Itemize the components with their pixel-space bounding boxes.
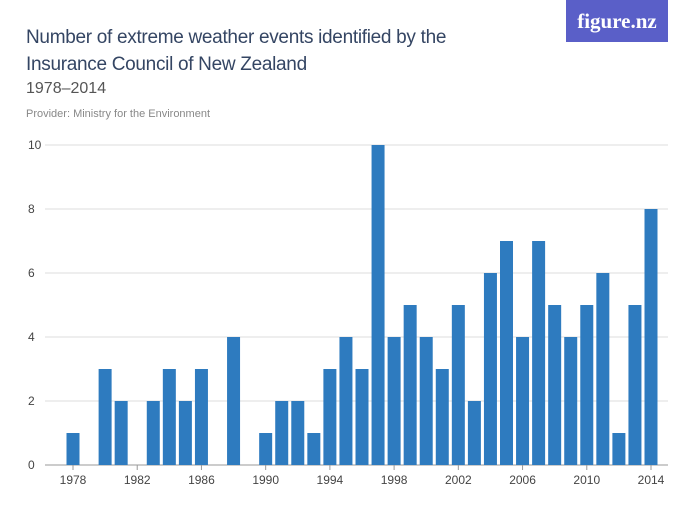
y-tick-label: 8 (28, 202, 35, 216)
bar (580, 305, 594, 465)
y-tick-label: 2 (28, 394, 35, 408)
bar (162, 369, 176, 465)
x-tick-label: 2010 (573, 473, 600, 487)
bar (114, 401, 128, 465)
bar (98, 369, 112, 465)
chart-subtitle: 1978–2014 (26, 80, 107, 97)
bar (435, 369, 449, 465)
bar (355, 369, 369, 465)
x-tick-label: 2006 (509, 473, 536, 487)
y-tick-label: 10 (28, 138, 42, 152)
bar (612, 433, 626, 465)
bar (516, 337, 530, 465)
x-tick-label: 1990 (252, 473, 279, 487)
bar (275, 401, 289, 465)
bar (178, 401, 192, 465)
x-tick-label: 1978 (60, 473, 87, 487)
bar (564, 337, 578, 465)
bar (227, 337, 241, 465)
bar (644, 209, 658, 465)
bar (194, 369, 208, 465)
x-tick-label: 1998 (381, 473, 408, 487)
x-tick-label: 2002 (445, 473, 472, 487)
bar (371, 145, 385, 465)
bar (500, 241, 513, 465)
bar (628, 305, 642, 465)
figure-nz-logo[interactable]: figure.nz (566, 0, 668, 42)
bar (323, 369, 337, 465)
y-tick-label: 4 (28, 330, 35, 344)
x-tick-label: 2014 (638, 473, 665, 487)
provider-text: Provider: Ministry for the Environment (26, 108, 211, 120)
y-tick-label: 0 (28, 458, 35, 472)
bar (339, 337, 353, 465)
bar (532, 241, 546, 465)
bar (419, 337, 433, 465)
bar (387, 337, 401, 465)
bar (483, 273, 497, 465)
bar (403, 305, 417, 465)
x-tick-label: 1982 (124, 473, 151, 487)
chart-title: Number of extreme weather events identif… (26, 27, 447, 75)
bar (146, 401, 160, 465)
x-tick-label: 1986 (188, 473, 215, 487)
bar (307, 433, 321, 465)
bar (451, 305, 465, 465)
bar (467, 401, 481, 465)
x-tick-label: 1994 (317, 473, 344, 487)
bar (548, 305, 562, 465)
bar (66, 433, 80, 465)
bar (291, 401, 305, 465)
bar (259, 433, 273, 465)
y-tick-label: 6 (28, 266, 35, 280)
bar (596, 273, 610, 465)
